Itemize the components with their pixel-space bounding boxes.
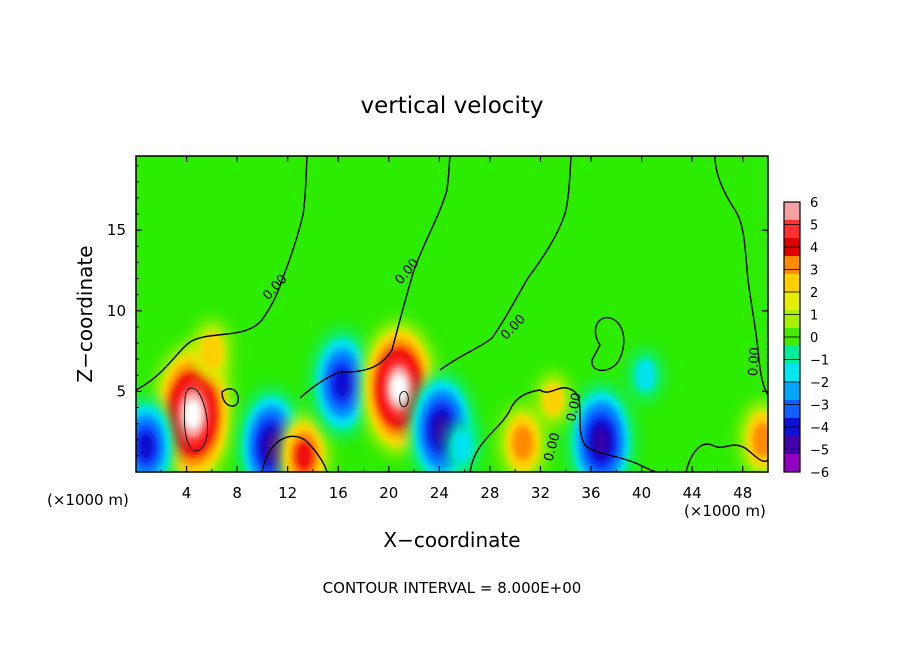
field-level [200, 332, 224, 370]
x-tick-label: 40 [632, 484, 651, 502]
colorbar-tick-label: 6 [810, 196, 818, 211]
x-tick-label: 44 [683, 484, 702, 502]
plot-area: 0.00 0.00 0.00 0.00 0.00 0.00 [136, 156, 768, 472]
contour-interval-note: CONTOUR INTERVAL = 8.000E+00 [323, 579, 582, 597]
colorbar-tick-label: 0 [810, 331, 818, 346]
y-axis-ticks: 5 10 15 [107, 165, 768, 457]
colorbar-tick-label: 3 [810, 264, 818, 279]
velocity-field [136, 321, 768, 472]
field-level [295, 441, 313, 471]
field-level [635, 359, 656, 392]
plot-frame [135, 155, 769, 473]
updraft-cell [279, 413, 329, 472]
colorbar-tick-label: 4 [810, 241, 818, 256]
field-level [452, 430, 473, 463]
contour-line [399, 391, 409, 408]
contour-line [469, 387, 659, 472]
downdraft-cell [568, 383, 635, 472]
colorbar-tick-label: −4 [810, 421, 829, 436]
colorbar-tick-label: −1 [810, 354, 829, 369]
x-tick-label: 12 [278, 484, 297, 502]
x-tick-label: 20 [379, 484, 398, 502]
field-level [433, 416, 450, 445]
y-axis-label: Z−coordinate [73, 245, 97, 382]
field-level [184, 399, 202, 429]
colorbar-segment [784, 454, 800, 473]
colorbar-segment [784, 400, 800, 419]
colorbar-tick-label: −3 [810, 399, 829, 414]
y-tick-label: 5 [116, 382, 126, 400]
field-level [512, 426, 533, 460]
colorbar-segment [784, 382, 800, 401]
colorbar-tick-label: 1 [810, 309, 818, 324]
downdraft-cell [445, 420, 479, 472]
x-tick-label: 24 [430, 484, 449, 502]
contour-line [591, 316, 625, 372]
contour-line [136, 156, 308, 391]
colorbar-segment [784, 364, 800, 383]
colorbar-segment [784, 220, 800, 239]
chart-title: vertical velocity [361, 93, 544, 119]
x-unit-left: (×1000 m) [47, 491, 129, 509]
colorbar-segment [784, 310, 800, 329]
x-tick-label: 16 [329, 484, 348, 502]
updraft-cell [500, 404, 546, 472]
contour-label: 0.00 [542, 431, 564, 463]
colorbar-tick-label: −6 [810, 466, 829, 481]
x-tick-label: 48 [733, 484, 752, 502]
contour-line [261, 435, 328, 472]
x-tick-label: 8 [232, 484, 242, 502]
inner-contours [183, 387, 409, 452]
contour-line [685, 443, 768, 472]
field-level [137, 431, 155, 461]
x-tick-label: 36 [581, 484, 600, 502]
colorbar-ticks: 6 5 4 3 2 1 0 −1 −2 −3 −4 −5 −6 [784, 196, 829, 481]
updraft-cell [153, 343, 233, 472]
colorbar-segment [784, 256, 800, 275]
contour-label: 0.00 [746, 347, 763, 377]
colorbar-tick-label: 2 [810, 286, 818, 301]
updraft-cell [740, 401, 768, 472]
colorbar-segment [784, 346, 800, 365]
colorbar-tick-label: −2 [810, 376, 829, 391]
contour-line [183, 387, 208, 452]
contour-line [439, 156, 572, 371]
colorbar-segment [784, 436, 800, 455]
colorbar-tick-label: −5 [810, 444, 829, 459]
zero-contours [136, 156, 768, 472]
contour-line [714, 156, 768, 396]
field-level [391, 374, 407, 403]
contour-line [221, 388, 239, 407]
field-level [263, 432, 280, 461]
downdraft-cell [311, 329, 374, 438]
colorbar-tick-label: 5 [810, 219, 818, 234]
colorbar-segment [784, 292, 800, 311]
field-level [333, 367, 351, 399]
contour-label: 0.00 [564, 392, 585, 423]
x-unit-right: (×1000 m) [684, 502, 766, 520]
downdraft-cell [629, 349, 662, 402]
field-level [752, 422, 768, 457]
x-tick-label: 32 [531, 484, 550, 502]
x-axis-ticks: 4 8 12 16 20 24 28 32 36 40 44 48 [160, 156, 752, 502]
downdraft-cell [136, 396, 176, 472]
y-tick-label: 15 [107, 221, 126, 239]
x-axis-label: X−coordinate [383, 528, 520, 552]
x-tick-label: 28 [480, 484, 499, 502]
y-tick-label: 10 [107, 302, 126, 320]
colorbar-segment [784, 274, 800, 293]
x-tick-label: 4 [182, 484, 192, 502]
colorbar-segment [784, 202, 800, 221]
updraft-cell [193, 321, 231, 382]
contour-line [299, 156, 451, 399]
field-level [593, 427, 610, 456]
